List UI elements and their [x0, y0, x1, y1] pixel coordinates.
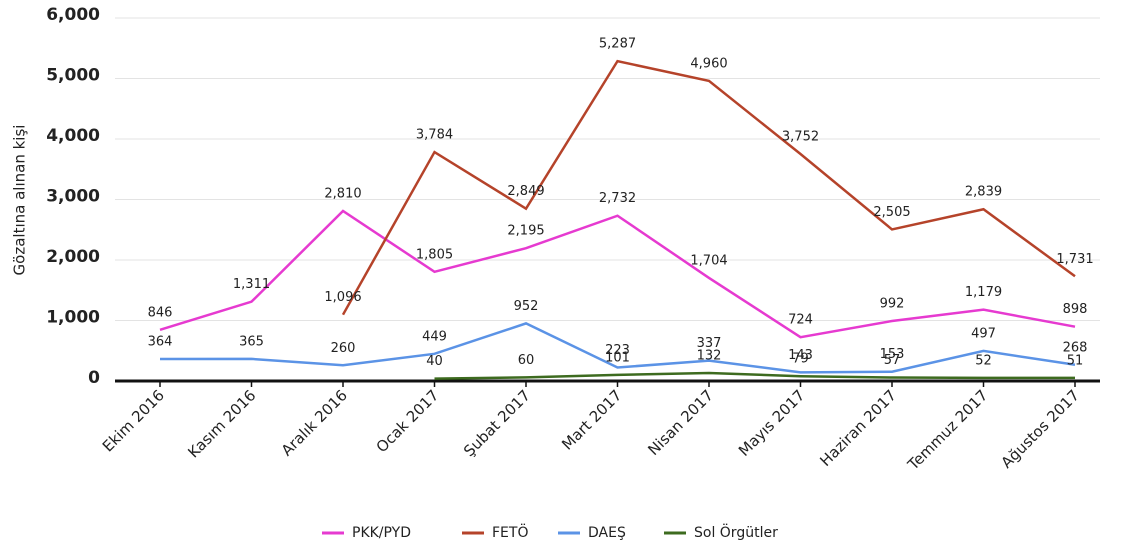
data-label: 4,960 [690, 56, 727, 71]
data-label: 51 [1067, 353, 1084, 368]
data-label: 365 [239, 334, 264, 349]
y-tick-label: 5,000 [46, 66, 100, 86]
data-label: 1,179 [965, 285, 1002, 300]
data-label: 260 [331, 341, 356, 356]
data-label: 3,784 [416, 128, 453, 143]
data-label: 60 [518, 353, 535, 368]
data-label: 1,805 [416, 247, 453, 262]
x-tick-label: Ağustos 2017 [998, 386, 1084, 472]
data-label: 2,849 [507, 184, 544, 199]
data-label: 79 [792, 352, 809, 367]
data-label: 3,752 [782, 130, 819, 145]
data-label: 2,505 [873, 205, 910, 220]
data-label: 153 [880, 347, 905, 362]
data-label: 5,287 [599, 37, 636, 52]
data-label: 952 [514, 299, 539, 314]
x-tick-label: Nisan 2017 [644, 386, 717, 459]
data-label: 132 [697, 349, 722, 364]
data-label: 724 [788, 313, 813, 328]
x-tick-label: Haziran 2017 [816, 386, 900, 470]
data-label: 449 [422, 329, 447, 344]
data-label: 497 [971, 326, 996, 341]
data-label: 1,096 [324, 290, 361, 305]
x-tick-label: Temmuz 2017 [904, 386, 992, 474]
data-label: 1,311 [233, 277, 270, 292]
series-line [159, 322, 1076, 374]
y-tick-label: 0 [88, 368, 100, 388]
series-line [341, 59, 1076, 316]
data-label: 1,731 [1056, 252, 1093, 267]
data-label: 364 [148, 334, 173, 349]
legend-label: Sol Örgütler [694, 523, 778, 541]
series-line [159, 209, 1076, 339]
data-label: 40 [426, 354, 443, 369]
data-label: 846 [148, 305, 173, 320]
x-tick-label: Ocak 2017 [373, 386, 443, 456]
y-tick-label: 1,000 [46, 308, 100, 328]
x-tick-label: Şubat 2017 [460, 386, 534, 460]
data-label: 57 [884, 353, 901, 368]
x-tick-label: Ekim 2016 [99, 386, 168, 455]
data-label: 898 [1063, 302, 1088, 317]
data-label: 2,195 [507, 224, 544, 239]
data-label: 143 [788, 348, 813, 363]
y-tick-label: 2,000 [46, 247, 100, 267]
data-label: 2,810 [324, 186, 361, 201]
x-tick-label: Mayıs 2017 [735, 386, 808, 459]
series-line [434, 371, 1076, 380]
data-label: 337 [697, 336, 722, 351]
data-label: 223 [605, 343, 630, 358]
x-tick-label: Aralık 2016 [278, 386, 351, 459]
y-tick-label: 4,000 [46, 126, 100, 146]
data-label: 2,732 [599, 191, 636, 206]
legend-label: FETÖ [492, 523, 528, 541]
data-label: 268 [1063, 340, 1088, 355]
x-tick-label: Mart 2017 [558, 386, 625, 453]
x-tick-label: Kasım 2016 [184, 386, 259, 461]
data-label: 992 [880, 296, 905, 311]
y-axis-label: Gözaltına alınan kişi [11, 125, 29, 276]
y-tick-label: 6,000 [46, 5, 100, 25]
data-label: 52 [975, 353, 992, 368]
legend-label: PKK/PYD [352, 525, 411, 541]
data-label: 1,704 [690, 253, 727, 268]
legend-label: DAEŞ [588, 525, 626, 541]
data-label: 2,839 [965, 185, 1002, 200]
y-tick-label: 3,000 [46, 187, 100, 207]
data-label: 101 [605, 350, 630, 365]
